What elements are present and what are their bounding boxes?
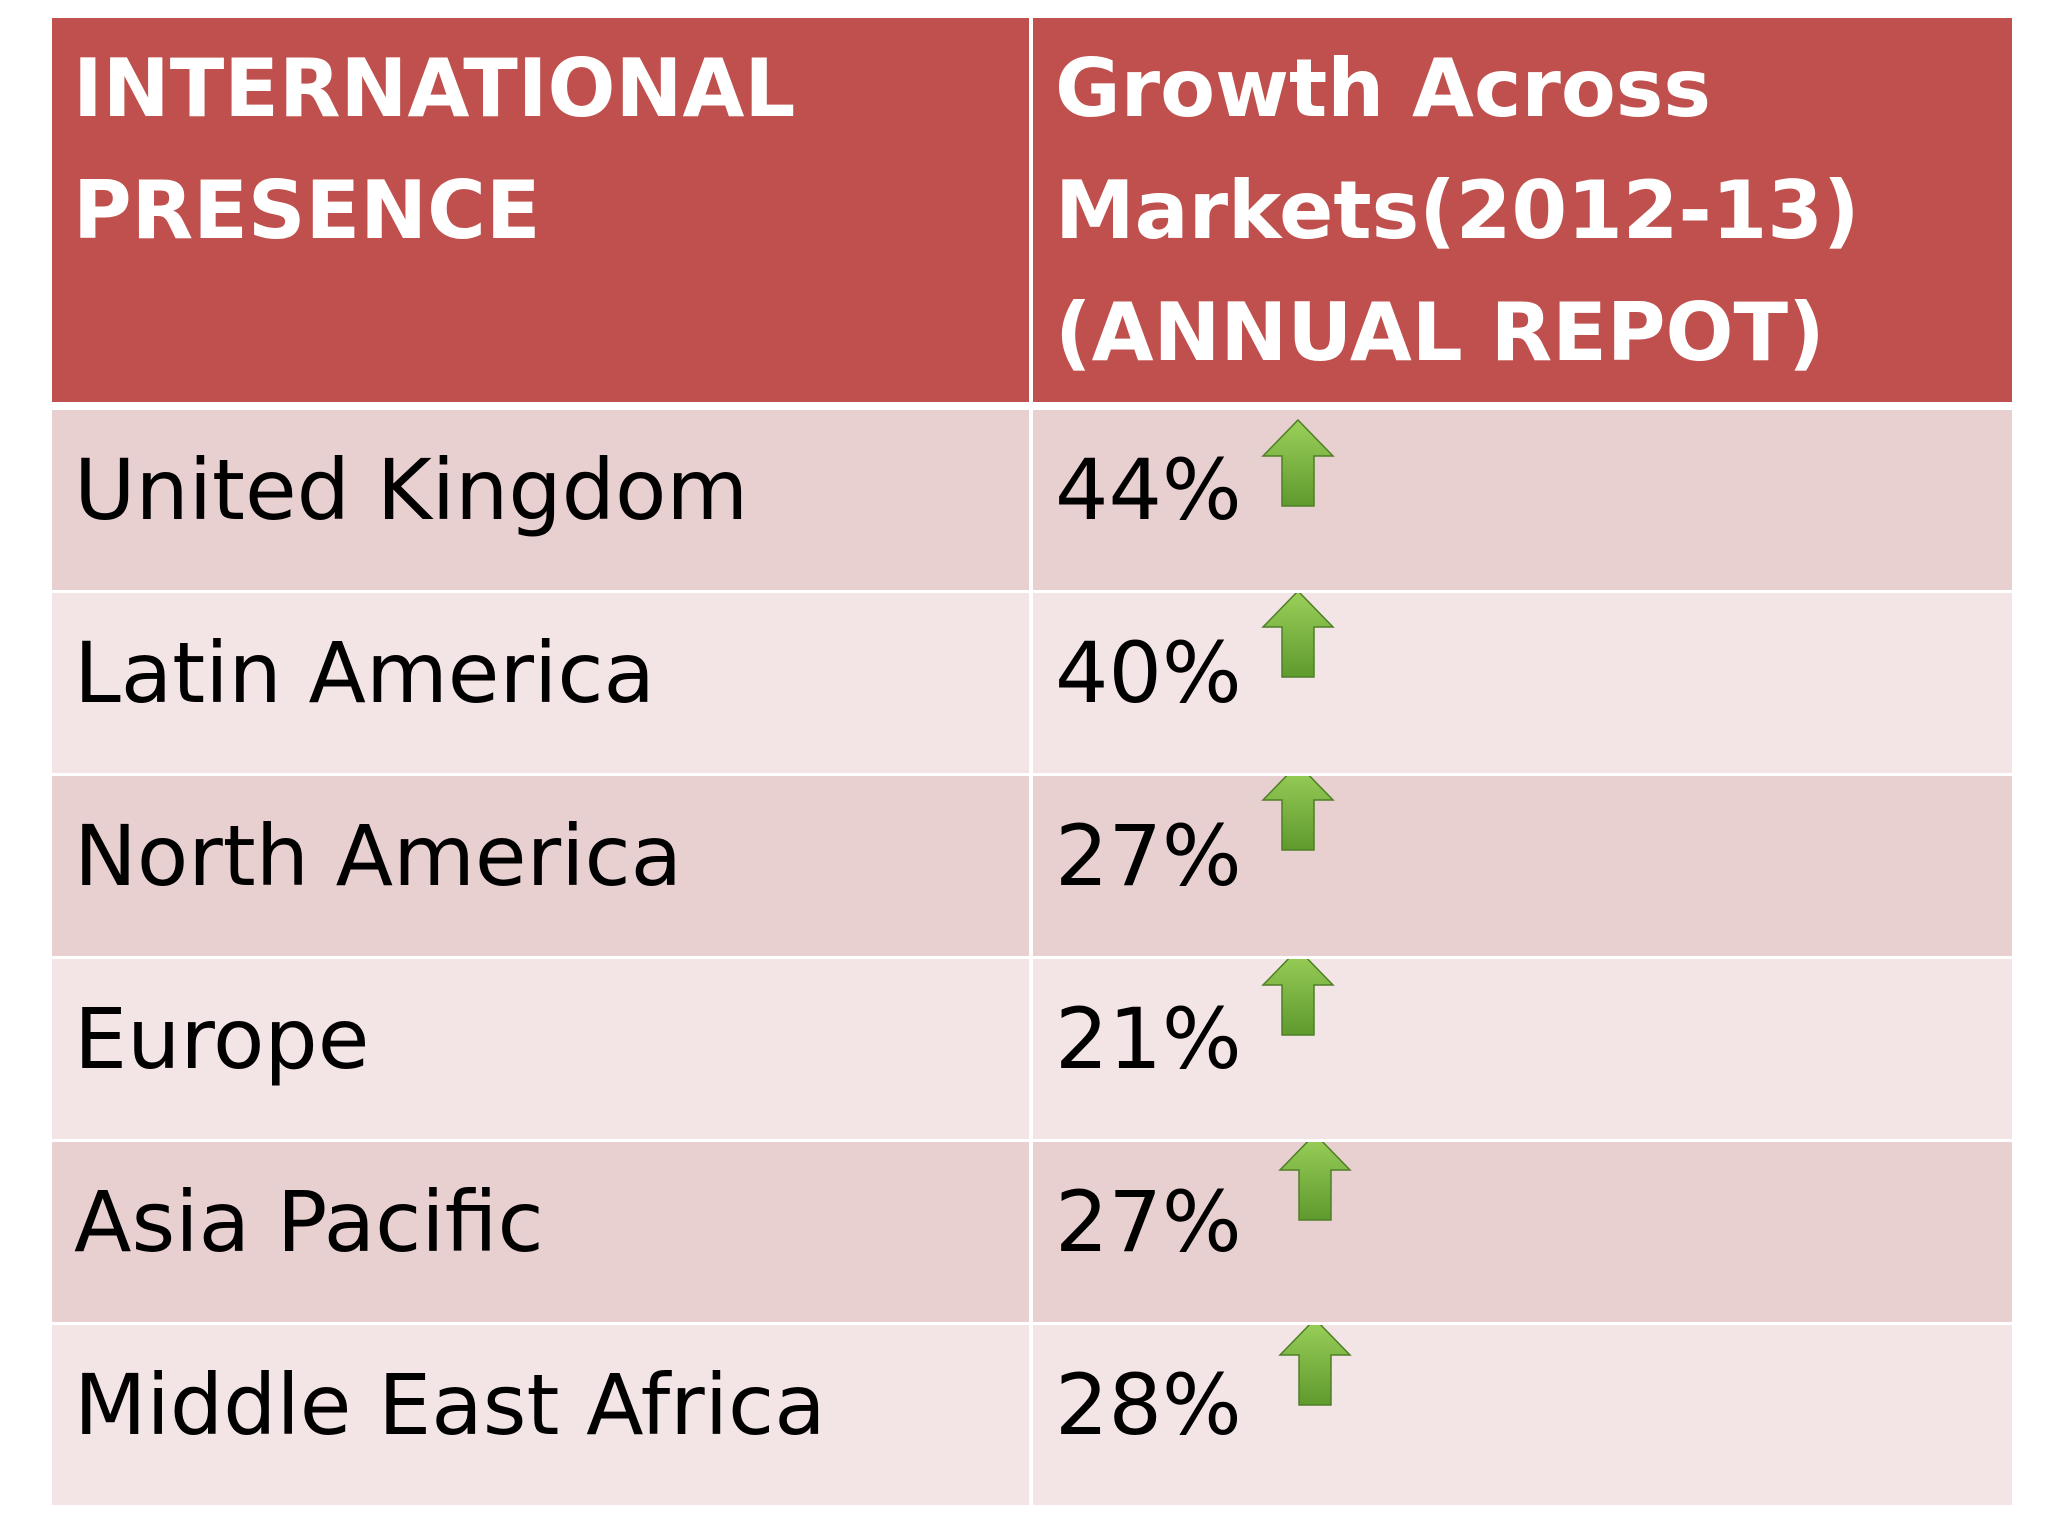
region-cell: Europe [52,957,1033,1142]
growth-cell: 27% [1031,1140,2012,1325]
up-arrow-icon [1261,418,1335,510]
table-row: Asia Pacific 27% [52,1140,2012,1325]
growth-value: 40% [1055,624,1242,722]
growth-table: INTERNATIONAL PRESENCE Growth Across Mar… [52,18,2012,1508]
growth-value: 27% [1055,807,1242,905]
region-name: United Kingdom [74,441,749,539]
table-row: Latin America 40% [52,591,2012,776]
region-name: Middle East Africa [74,1356,826,1454]
growth-cell: 28% [1031,1323,2012,1508]
growth-value: 21% [1055,990,1242,1088]
up-arrow-icon [1278,1323,1352,1410]
region-name: Latin America [74,624,655,722]
region-name: Asia Pacific [74,1173,544,1271]
growth-value: 44% [1055,441,1242,539]
table-row: United Kingdom 44% [52,406,2012,593]
header-cell-growth: Growth Across Markets(2012-13)(ANNUAL RE… [1031,18,2012,410]
growth-cell: 27% [1031,774,2012,959]
up-arrow-icon [1278,1140,1352,1225]
table-row: Europe 21% [52,957,2012,1142]
region-name: Europe [74,990,370,1088]
header-row: INTERNATIONAL PRESENCE Growth Across Mar… [52,18,2012,410]
table-row: Middle East Africa 28% [52,1323,2012,1508]
header-growth-across-markets: Growth Across Markets(2012-13)(ANNUAL RE… [1055,42,1860,379]
header-cell-region: INTERNATIONAL PRESENCE [52,18,1033,410]
region-name: North America [74,807,683,905]
region-cell: Asia Pacific [52,1140,1033,1325]
region-cell: United Kingdom [52,406,1033,593]
growth-cell: 21% [1031,957,2012,1142]
growth-value: 28% [1055,1356,1242,1454]
up-arrow-icon [1261,774,1335,855]
growth-cell: 44% [1031,406,2012,593]
table-row: North America 27% [52,774,2012,959]
growth-value: 27% [1055,1173,1242,1271]
region-cell: Latin America [52,591,1033,776]
region-cell: North America [52,774,1033,959]
up-arrow-icon [1261,957,1335,1040]
region-cell: Middle East Africa [52,1323,1033,1508]
growth-cell: 40% [1031,591,2012,776]
up-arrow-icon [1261,591,1335,682]
header-international-presence: INTERNATIONAL PRESENCE [73,42,796,257]
